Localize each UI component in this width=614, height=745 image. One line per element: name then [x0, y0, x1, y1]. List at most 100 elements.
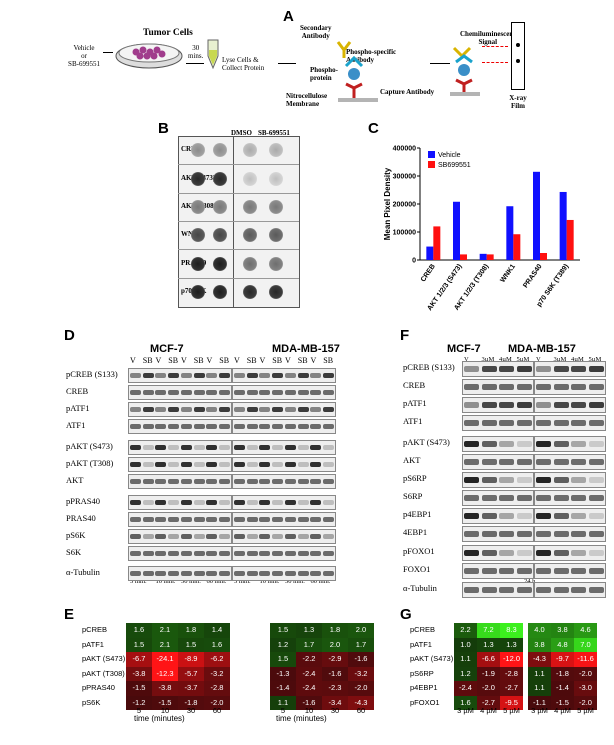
d-blot-strip	[128, 512, 232, 527]
film-spot-1	[516, 43, 520, 47]
f-lane-label: 4µM	[571, 356, 584, 363]
e-cell: 1.6	[204, 637, 230, 652]
blot-dot	[213, 256, 227, 271]
e-cell: 1.7	[348, 637, 374, 652]
f-band	[588, 531, 604, 537]
f-band	[588, 587, 604, 593]
d-band	[310, 551, 322, 556]
f-lane-label: 5µM	[516, 356, 530, 363]
g-cell: 1.3	[477, 637, 500, 652]
d-band	[168, 479, 180, 484]
f-band	[553, 550, 569, 556]
d-band	[322, 479, 334, 484]
blot-dot	[269, 199, 283, 214]
d-lane-label: SB	[142, 356, 153, 365]
d-band	[155, 551, 167, 556]
f-blot-strip	[462, 436, 534, 452]
d-time-label: 5 min.	[234, 578, 251, 585]
d-band	[297, 407, 309, 412]
e-cell: 1.2	[270, 637, 296, 652]
d-band	[234, 500, 245, 505]
e-cell: -3.2	[348, 666, 374, 681]
f-row-label: CREB	[403, 380, 426, 390]
bar-vehicle	[506, 206, 514, 260]
f-band	[464, 459, 479, 465]
d-band	[272, 551, 284, 556]
d-band	[234, 551, 245, 556]
x-tick-label: CREB	[420, 263, 437, 283]
membrane-label: Nitrocellulose Membrane	[286, 92, 327, 108]
d-band	[206, 424, 218, 429]
f-band	[464, 568, 479, 574]
d-band	[234, 462, 245, 467]
d-band	[310, 517, 322, 522]
f-blot-strip	[534, 508, 606, 524]
e-col-label: 5	[280, 706, 286, 715]
blot-dot	[243, 199, 257, 214]
f-band	[499, 402, 514, 408]
d-band	[193, 551, 205, 556]
g-cell: 3.8	[551, 623, 574, 638]
d-band	[180, 517, 192, 522]
e-cell: 1.5	[178, 637, 204, 652]
phospho-specific-label: Phospho-specific Antibody	[346, 48, 396, 64]
e-cell: -1.3	[270, 666, 296, 681]
f-band	[571, 587, 586, 593]
d-band	[180, 534, 192, 539]
f-row-label: 4EBP1	[403, 527, 428, 537]
d-band	[142, 551, 154, 556]
f-spacer	[462, 600, 602, 601]
d-band	[218, 517, 230, 522]
d-band	[206, 571, 218, 576]
d-row-label: pAKT (S473)	[66, 441, 113, 451]
d-lane-label: V	[181, 356, 187, 365]
f-band	[571, 384, 586, 390]
d-group-mcf7: MCF-7	[150, 343, 184, 355]
d-band	[284, 571, 296, 576]
d-band	[246, 479, 258, 484]
g-cell: -6.6	[477, 652, 500, 667]
d-band	[246, 373, 258, 378]
d-blot-strip	[232, 566, 336, 581]
legend-label: SB699551	[438, 162, 471, 169]
bar-sb699551	[486, 254, 494, 260]
d-band	[310, 390, 322, 395]
f-band	[481, 531, 497, 537]
d-band	[246, 462, 258, 467]
f-band	[516, 477, 532, 483]
bar-chart-body: 0 100000 200000 300000 400000 Mean Pixel Dens…	[383, 146, 580, 312]
d-band	[310, 407, 322, 412]
f-band	[499, 366, 514, 372]
d-band	[259, 517, 271, 522]
f-band	[481, 587, 497, 593]
f-blot-strip	[462, 454, 534, 470]
secondary-label: Secondary Antibody	[300, 24, 332, 40]
dot-blot-array	[178, 136, 300, 308]
d-band	[297, 571, 309, 576]
d-lane-label: SB	[246, 356, 257, 365]
sb-header: SB-699551	[258, 129, 290, 137]
d-blot-strip	[128, 419, 232, 434]
d-band	[246, 407, 258, 412]
g-cell: -9.5	[500, 695, 523, 710]
d-band	[168, 534, 180, 539]
e-row-label: pPRAS40	[82, 683, 115, 692]
d-band	[168, 551, 180, 556]
d-band	[310, 571, 322, 576]
phospho-protein-label: Phospho- protein	[310, 66, 338, 82]
d-band	[259, 445, 271, 450]
g-row-label: pATF1	[410, 639, 432, 649]
f-band	[536, 587, 551, 593]
d-band	[180, 390, 192, 395]
e-cell: -1.2	[126, 695, 152, 710]
d-band	[322, 424, 334, 429]
d-blot-strip	[128, 474, 232, 489]
d-blot-strip	[232, 419, 336, 434]
d-band	[142, 517, 154, 522]
g-cell: -2.7	[500, 681, 523, 696]
g-cell: 1.0	[454, 637, 477, 652]
f-band	[516, 495, 532, 501]
d-band	[259, 500, 271, 505]
f-row-label: FOXO1	[403, 564, 431, 574]
g-cell: 2.2	[454, 623, 477, 638]
